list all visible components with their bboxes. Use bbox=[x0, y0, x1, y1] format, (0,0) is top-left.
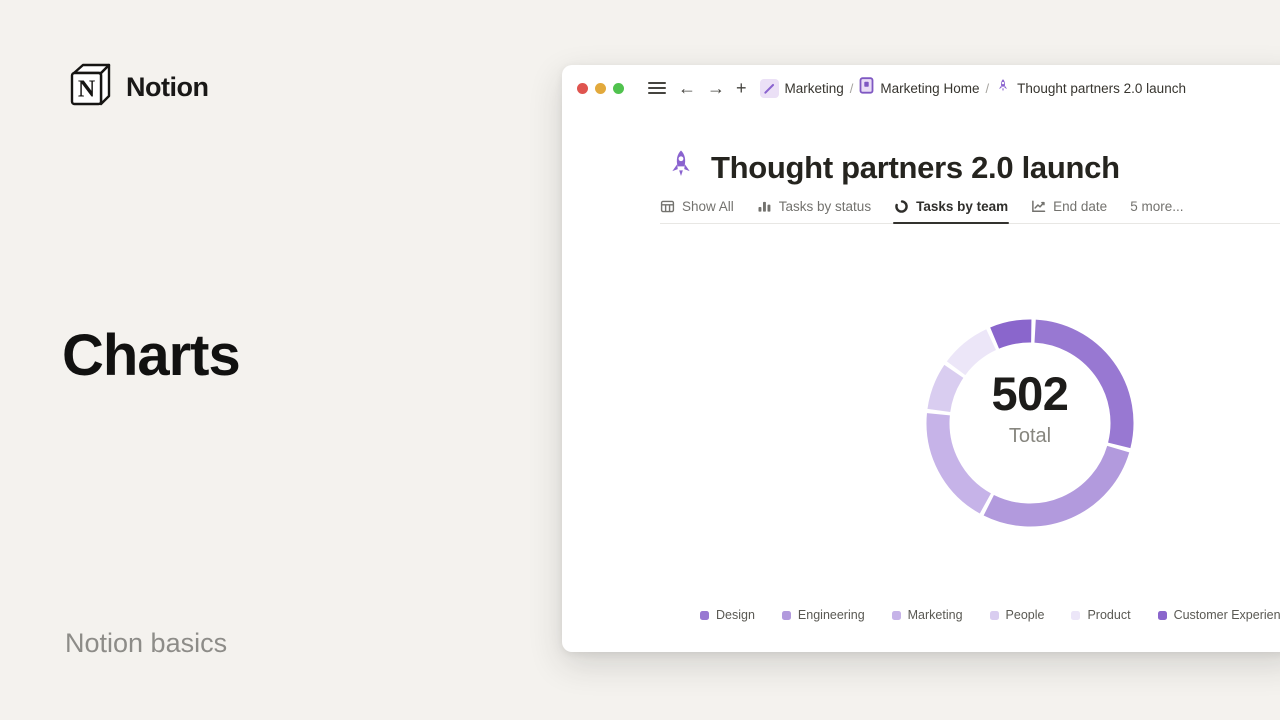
notion-brand: N Notion bbox=[64, 60, 209, 115]
donut-segment-marketing[interactable] bbox=[926, 413, 992, 514]
zoom-window-button[interactable] bbox=[613, 82, 624, 94]
legend-swatch bbox=[700, 610, 709, 620]
bar-chart-icon bbox=[757, 199, 772, 214]
tab-tasks-by-team[interactable]: Tasks by team bbox=[893, 199, 1010, 224]
breadcrumb-separator: / bbox=[985, 80, 990, 96]
legend-swatch bbox=[1071, 610, 1081, 620]
back-icon[interactable]: ← bbox=[678, 78, 696, 98]
donut-segment-engineering[interactable] bbox=[983, 445, 1130, 527]
notebook-icon bbox=[859, 77, 874, 99]
legend-item-engineering: Engineering bbox=[781, 608, 865, 622]
document-title[interactable]: Thought partners 2.0 launch bbox=[711, 149, 1120, 185]
notion-wordmark: Notion bbox=[126, 72, 209, 102]
breadcrumb-separator: / bbox=[849, 80, 854, 96]
chart-legend: Design Engineering Marketing People Prod… bbox=[700, 608, 1280, 622]
tab-end-date[interactable]: End date bbox=[1031, 199, 1107, 223]
donut-chart[interactable]: 502 Total bbox=[925, 318, 1135, 528]
breadcrumb-item-marketing-home[interactable]: Marketing Home bbox=[859, 77, 979, 99]
tab-tasks-by-status[interactable]: Tasks by status bbox=[757, 199, 871, 223]
legend-swatch bbox=[1157, 610, 1167, 620]
legend-item-customer-experience: Customer Experience bbox=[1157, 608, 1280, 622]
donut-segment-people[interactable] bbox=[927, 364, 964, 413]
legend-item-design: Design bbox=[700, 608, 755, 622]
donut-segment-customer-experience[interactable] bbox=[990, 319, 1032, 349]
minimize-window-button[interactable] bbox=[595, 82, 606, 94]
legend-swatch bbox=[989, 610, 999, 620]
breadcrumb-item-thought-partners[interactable]: Thought partners 2.0 launch bbox=[995, 78, 1186, 99]
view-tabs: Show All Tasks by status bbox=[660, 199, 1280, 224]
donut-chart-icon bbox=[894, 199, 909, 214]
rocket-icon bbox=[995, 78, 1011, 99]
svg-text:N: N bbox=[78, 77, 96, 103]
legend-item-people: People bbox=[989, 608, 1044, 622]
legend-item-marketing: Marketing bbox=[891, 608, 963, 622]
new-page-icon[interactable]: + bbox=[736, 78, 747, 98]
notion-window: ← → + Marketing / bbox=[562, 65, 1280, 652]
rocket-icon[interactable] bbox=[664, 148, 698, 187]
table-icon bbox=[660, 199, 675, 214]
page-title: Charts bbox=[62, 323, 241, 388]
forward-icon[interactable]: → bbox=[707, 78, 725, 98]
breadcrumb-item-marketing[interactable]: Marketing bbox=[759, 78, 844, 98]
donut-segment-product[interactable] bbox=[946, 329, 997, 376]
notion-logo-icon: N bbox=[64, 60, 114, 115]
tab-show-all[interactable]: Show All bbox=[660, 199, 734, 223]
sidebar-toggle-icon[interactable] bbox=[648, 81, 666, 95]
tab-more-views[interactable]: 5 more... bbox=[1130, 199, 1184, 214]
pencil-icon bbox=[759, 78, 779, 98]
legend-item-product: Product bbox=[1071, 608, 1131, 622]
legend-swatch bbox=[891, 610, 901, 620]
window-titlebar: ← → + Marketing / bbox=[562, 65, 1280, 111]
close-window-button[interactable] bbox=[577, 82, 588, 94]
line-chart-icon bbox=[1031, 199, 1046, 214]
document-title-row: Thought partners 2.0 launch bbox=[664, 148, 1120, 187]
legend-swatch bbox=[781, 610, 791, 620]
course-label: Notion basics bbox=[65, 628, 228, 658]
donut-segment-design[interactable] bbox=[1034, 319, 1134, 449]
